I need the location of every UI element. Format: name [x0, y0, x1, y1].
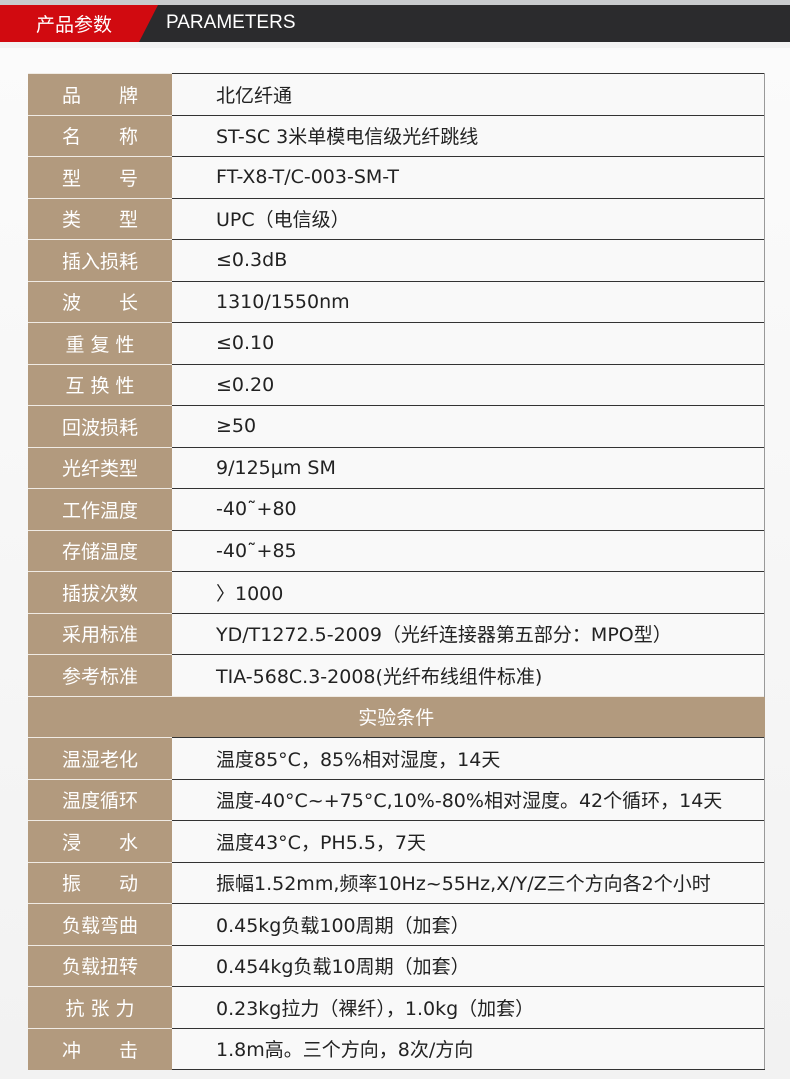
- table-row: 插入损耗 ≤0.3dB: [28, 239, 765, 281]
- header-red-tab: [0, 5, 158, 42]
- table-row: 重 复 性 ≤0.10: [28, 322, 765, 364]
- row-label: 重 复 性: [28, 322, 172, 364]
- row-label: 互 换 性: [28, 363, 172, 406]
- section-header: 产品参数 PARAMETERS: [0, 5, 790, 42]
- row-value: -40˜+80: [172, 488, 765, 530]
- table-row: 名 称 ST-SC 3米单模电信级光纤跳线: [28, 114, 765, 157]
- top-strip: [0, 0, 790, 5]
- table-row: 负载扭转 0.454kg负载10周期（加套）: [28, 944, 765, 987]
- row-value: 〉1000: [172, 571, 765, 613]
- table-row: 浸 水温度43°C，PH5.5，7天: [28, 820, 765, 862]
- row-value: 0.23kg拉力（裸纤），1.0kg（加套）: [172, 986, 765, 1028]
- row-label: 温度循环: [28, 778, 172, 821]
- row-value: 0.454kg负载10周期（加套）: [172, 944, 765, 987]
- table-row: 温度循环 温度-40°C~+75°C,10%-80%相对湿度。42个循环，14天: [28, 778, 765, 821]
- header-title-en: PARAMETERS: [166, 12, 296, 33]
- table-row: 负载弯曲 0.45kg负载100周期（加套）: [28, 903, 765, 945]
- table-row: 存储温度 -40˜+85: [28, 529, 765, 572]
- table-row: 型 号 FT-X8-T/C-003-SM-T: [28, 156, 765, 198]
- row-label: 振 动: [28, 861, 172, 904]
- table-row: 参考标准 TIA-568C.3-2008(光纤布线组件标准): [28, 654, 765, 696]
- table-row: 互 换 性 ≤0.20: [28, 363, 765, 406]
- table-row: 振 动振幅1.52mm,频率10Hz~55Hz,X/Y/Z三个方向各2个小时: [28, 861, 765, 904]
- row-value: FT-X8-T/C-003-SM-T: [172, 156, 765, 198]
- row-value: 温度43°C，PH5.5，7天: [172, 820, 765, 862]
- row-label: 光纤类型: [28, 446, 172, 489]
- row-value: ST-SC 3米单模电信级光纤跳线: [172, 114, 765, 157]
- row-value: ≤0.10: [172, 322, 765, 364]
- table-row: 温湿老化 温度85°C，85%相对湿度，14天: [28, 737, 765, 779]
- row-label: 负载扭转: [28, 944, 172, 987]
- table-row: 回波损耗 ≥50: [28, 405, 765, 447]
- row-value: YD/T1272.5-2009（光纤连接器第五部分：MPO型）: [172, 612, 765, 655]
- row-value: 0.45kg负载100周期（加套）: [172, 903, 765, 945]
- row-value: ≥50: [172, 405, 765, 447]
- row-value: 1.8m高。三个方向，8次/方向: [172, 1027, 765, 1070]
- row-value: UPC（电信级）: [172, 197, 765, 240]
- row-value: ≤0.20: [172, 363, 765, 406]
- row-value: ≤0.3dB: [172, 239, 765, 281]
- row-label: 抗 张 力: [28, 986, 172, 1028]
- row-label: 类 型: [28, 197, 172, 240]
- row-value: 北亿纤通: [172, 73, 765, 115]
- table-row: 冲 击 1.8m高。三个方向，8次/方向: [28, 1027, 765, 1070]
- table-row: 波 长 1310/1550nm: [28, 280, 765, 323]
- row-value: -40˜+85: [172, 529, 765, 572]
- row-value: 温度85°C，85%相对湿度，14天: [172, 737, 765, 779]
- table-row: 光纤类型 9/125μm SM: [28, 446, 765, 489]
- table-row: 采用标准 YD/T1272.5-2009（光纤连接器第五部分：MPO型）: [28, 612, 765, 655]
- row-label: 插拔次数: [28, 571, 172, 613]
- row-value: 温度-40°C~+75°C,10%-80%相对湿度。42个循环，14天: [172, 778, 765, 821]
- table-row: 工作温度 -40˜+80: [28, 488, 765, 530]
- row-label: 负载弯曲: [28, 903, 172, 945]
- row-label: 工作温度: [28, 488, 172, 530]
- row-label: 型 号: [28, 156, 172, 198]
- row-label: 回波损耗: [28, 405, 172, 447]
- section-title: 实验条件: [28, 695, 765, 738]
- row-label: 波 长: [28, 280, 172, 323]
- params-table: 品 牌北亿纤通名 称 ST-SC 3米单模电信级光纤跳线型 号 FT-X8-T/C-…: [28, 73, 765, 1070]
- row-label: 名 称: [28, 114, 172, 157]
- row-value: 9/125μm SM: [172, 446, 765, 489]
- header-title-cn: 产品参数: [36, 14, 113, 36]
- row-label: 温湿老化: [28, 737, 172, 779]
- table-row: 抗 张 力 0.23kg拉力（裸纤），1.0kg（加套）: [28, 986, 765, 1028]
- row-label: 品 牌: [28, 73, 172, 115]
- row-value: TIA-568C.3-2008(光纤布线组件标准): [172, 654, 765, 696]
- row-label: 浸 水: [28, 820, 172, 862]
- row-value: 1310/1550nm: [172, 280, 765, 323]
- table-row: 插拔次数 〉1000: [28, 571, 765, 613]
- table-row: 类 型 UPC（电信级）: [28, 197, 765, 240]
- row-label: 采用标准: [28, 612, 172, 655]
- row-label: 存储温度: [28, 529, 172, 572]
- section-row: 实验条件: [28, 695, 765, 738]
- row-value: 振幅1.52mm,频率10Hz~55Hz,X/Y/Z三个方向各2个小时: [172, 861, 765, 904]
- row-label: 插入损耗: [28, 239, 172, 281]
- row-label: 参考标准: [28, 654, 172, 696]
- table-row: 品 牌北亿纤通: [28, 73, 765, 115]
- row-label: 冲 击: [28, 1027, 172, 1070]
